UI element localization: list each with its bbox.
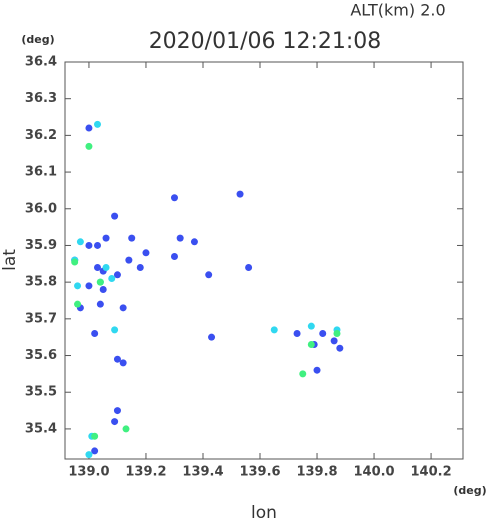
point — [307, 322, 315, 330]
point — [85, 241, 93, 249]
point — [85, 282, 93, 290]
point — [205, 271, 213, 279]
x-unit: (deg) — [453, 484, 486, 497]
x-tick-label: 139.4 — [182, 465, 223, 480]
point — [111, 326, 119, 334]
y-unit: (deg) — [21, 33, 54, 46]
point — [307, 341, 315, 349]
point — [85, 451, 93, 459]
point — [74, 300, 82, 308]
y-tick-label: 36.1 — [25, 165, 57, 180]
y-tick-label: 35.5 — [25, 385, 57, 400]
point — [113, 271, 121, 279]
plot-frame — [64, 61, 464, 460]
y-tick-label: 35.8 — [25, 275, 57, 290]
point — [128, 234, 136, 242]
y-tick-label: 36.0 — [25, 201, 57, 216]
point — [170, 252, 178, 260]
point — [270, 326, 278, 334]
point — [313, 366, 321, 374]
point — [136, 263, 144, 271]
point — [176, 234, 184, 242]
y-tick-label: 36.4 — [25, 55, 57, 70]
point — [293, 330, 301, 338]
point — [96, 278, 104, 286]
point — [99, 285, 107, 293]
x-tick-label: 140.2 — [411, 465, 452, 480]
point — [333, 330, 341, 338]
point — [119, 304, 127, 312]
y-tick-label: 36.3 — [25, 91, 57, 106]
y-tick-label: 35.4 — [25, 421, 57, 436]
chart-title: 2020/01/06 12:21:08 — [149, 29, 382, 54]
point — [336, 344, 344, 352]
point — [125, 256, 133, 264]
point — [208, 333, 216, 341]
point — [96, 300, 104, 308]
point — [330, 337, 338, 345]
y-tick-label: 35.9 — [25, 238, 57, 253]
x-tick-label: 139.0 — [68, 465, 109, 480]
point — [102, 263, 110, 271]
point — [111, 212, 119, 220]
point — [245, 263, 253, 271]
point — [94, 263, 102, 271]
point — [91, 447, 99, 455]
x-tick-label: 139.2 — [125, 465, 166, 480]
point — [76, 238, 84, 246]
point — [299, 370, 307, 378]
x-tick-label: 139.8 — [296, 465, 337, 480]
x-tick-label: 139.6 — [239, 465, 280, 480]
x-axis-label: lon — [251, 503, 277, 521]
point — [113, 355, 121, 363]
x-tick-label: 140.0 — [353, 465, 394, 480]
y-axis-label: lat — [0, 249, 20, 271]
point — [319, 330, 327, 338]
point — [71, 258, 79, 266]
point — [85, 124, 93, 132]
point — [91, 432, 99, 440]
point — [85, 142, 93, 150]
point — [108, 274, 116, 282]
point — [142, 249, 150, 257]
point — [74, 282, 82, 290]
y-tick-label: 36.2 — [25, 128, 57, 143]
point — [113, 407, 121, 415]
y-tick-label: 35.7 — [25, 311, 57, 326]
point — [119, 359, 127, 367]
point — [94, 241, 102, 249]
point — [91, 330, 99, 338]
point — [190, 238, 198, 246]
point — [111, 418, 119, 426]
point — [236, 190, 244, 198]
point — [122, 425, 130, 433]
point — [170, 194, 178, 202]
point — [94, 120, 102, 128]
y-tick-label: 35.6 — [25, 348, 57, 363]
chart-subtitle: ALT(km) 2.0 — [350, 1, 445, 20]
point — [102, 234, 110, 242]
